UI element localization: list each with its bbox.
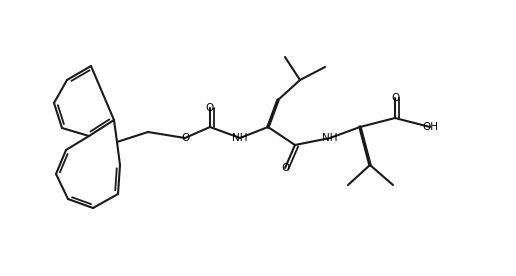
Text: O: O (281, 163, 289, 173)
Text: O: O (391, 93, 399, 103)
Text: OH: OH (422, 122, 438, 132)
Text: NH: NH (322, 133, 338, 143)
Text: O: O (206, 103, 214, 113)
Text: NH: NH (232, 133, 248, 143)
Text: O: O (181, 133, 189, 143)
